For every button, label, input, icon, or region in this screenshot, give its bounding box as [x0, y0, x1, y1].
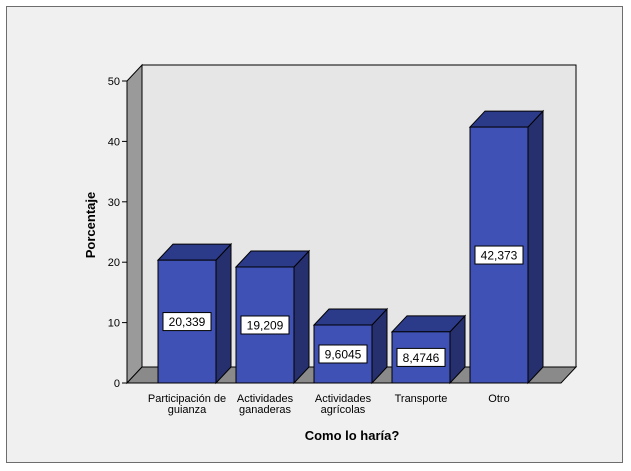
bar-side	[293, 249, 310, 385]
x-tick-label: Actividades agrícolas	[315, 393, 372, 416]
bar-group: 8,4746	[390, 314, 467, 385]
y-tick-label: 10	[108, 318, 120, 330]
bar-group: 19,209	[234, 249, 311, 385]
data-label: 42,373	[481, 249, 518, 263]
x-axis-title: Como lo haría?	[305, 428, 400, 443]
x-tick-label: Actividades ganaderas	[237, 393, 294, 416]
x-tick-label: Transporte	[395, 393, 448, 405]
bar-group: 20,339	[156, 242, 233, 385]
data-label: 8,4746	[403, 351, 440, 365]
data-label: 20,339	[169, 315, 206, 329]
data-label-box	[240, 315, 290, 335]
data-label-box	[318, 344, 368, 364]
bar-group: 9,6045	[312, 307, 389, 385]
data-label-box	[162, 312, 212, 332]
x-axis: Participación de guianza Actividades ganade…	[127, 382, 561, 416]
data-label-box	[396, 347, 446, 367]
side-wall	[126, 63, 143, 385]
bar-side	[527, 109, 544, 385]
x-tick-label: Participación de guianza	[148, 393, 226, 416]
data-label: 19,209	[247, 318, 284, 332]
data-label: 9,6045	[325, 347, 362, 361]
bar-group: 42,373	[468, 109, 545, 385]
y-tick-label: 20	[108, 257, 120, 269]
y-tick-label: 30	[108, 197, 120, 209]
y-tick-label: 0	[114, 378, 120, 390]
y-tick-label: 40	[108, 136, 120, 148]
y-axis-title: Porcentaje	[83, 192, 98, 258]
bar-side	[215, 242, 232, 385]
chart-bars: 20,339 19,209 9,6045 8,4746 42,373	[156, 109, 545, 385]
x-tick-label: Otro	[488, 393, 509, 405]
y-axis: 0 10 20 30 40 50	[108, 76, 128, 390]
data-label-box	[474, 245, 524, 265]
y-tick-label: 50	[108, 76, 120, 88]
